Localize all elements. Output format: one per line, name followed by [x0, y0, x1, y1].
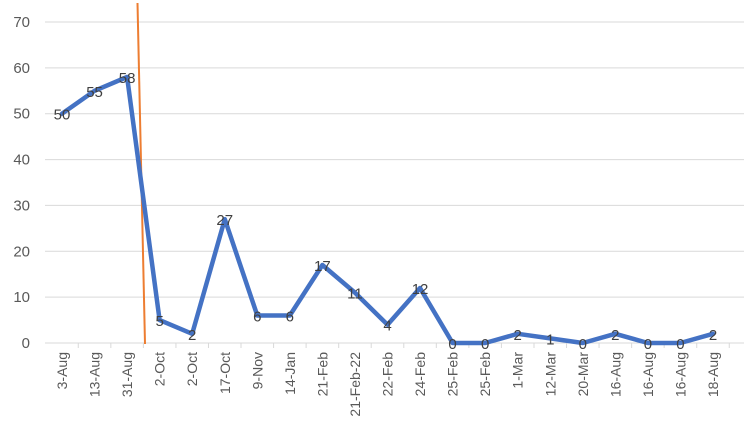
data-label: 55: [86, 84, 103, 101]
y-tick-label: 50: [13, 106, 30, 123]
y-tick-label: 10: [13, 289, 30, 306]
y-tick-label: 30: [13, 197, 30, 214]
y-axis-ticks: 0 10 20 30 40 50 60 70: [13, 14, 30, 352]
x-tick-label: 18-Aug: [705, 352, 721, 397]
x-tick-label: 9-Nov: [249, 352, 265, 389]
x-tick-label: 25-Feb: [477, 352, 493, 397]
data-label: 0: [481, 336, 489, 353]
gridlines: [45, 22, 744, 343]
data-label: 5: [155, 313, 163, 330]
x-tick-label: 21-Feb: [314, 352, 330, 397]
y-tick-label: 70: [13, 14, 30, 31]
data-labels: 50 55 58 5 2 27 6 6 17 11 4 12 0 0 2 1 0 2 0 0 2: [54, 70, 718, 353]
data-label: 12: [412, 281, 429, 298]
x-tick-label: 16-Aug: [640, 352, 656, 397]
x-tick-label: 13-Aug: [87, 352, 103, 397]
data-label: 2: [611, 327, 619, 344]
data-label: 17: [314, 258, 331, 275]
data-label: 27: [216, 212, 233, 229]
series-line: [62, 77, 713, 343]
data-label: 0: [448, 336, 456, 353]
x-tick-label: 16-Aug: [607, 352, 623, 397]
x-tick-label: 22-Feb: [380, 352, 396, 397]
x-tick-label: 31-Aug: [119, 352, 135, 397]
data-label: 50: [54, 107, 71, 124]
x-tick-label: 2-Oct: [152, 352, 168, 386]
x-tick-label: 12-Mar: [542, 352, 558, 397]
data-label: 2: [709, 327, 717, 344]
y-tick-label: 20: [13, 243, 30, 260]
data-label: 1: [546, 331, 554, 348]
data-label: 2: [188, 327, 196, 344]
data-label: 58: [119, 70, 136, 87]
y-tick-label: 0: [22, 335, 30, 352]
series-layer: [62, 77, 713, 343]
y-tick-label: 60: [13, 60, 30, 77]
x-tick-label: 2-Oct: [184, 352, 200, 386]
data-label: 2: [514, 327, 522, 344]
data-label: 0: [676, 336, 684, 353]
data-label: 0: [644, 336, 652, 353]
data-label: 4: [383, 318, 391, 335]
data-label: 6: [286, 308, 294, 325]
x-tick-label: 16-Aug: [672, 352, 688, 397]
data-label: 6: [253, 308, 261, 325]
x-tick-label: 14-Jan: [282, 352, 298, 395]
data-label: 11: [347, 286, 363, 303]
x-axis-ticks: 3-Aug 13-Aug 31-Aug 2-Oct 2-Oct 17-Oct 9-Nov 14…: [45, 343, 744, 417]
x-tick-label: 1-Mar: [510, 352, 526, 389]
y-tick-label: 40: [13, 152, 30, 169]
x-tick-label: 24-Feb: [412, 352, 428, 397]
x-tick-label: 25-Feb: [445, 352, 461, 397]
x-tick-label: 3-Aug: [54, 352, 70, 389]
data-label: 0: [579, 336, 587, 353]
x-tick-label: 17-Oct: [217, 352, 233, 394]
x-tick-label: 21-Feb-22: [347, 352, 363, 417]
x-tick-label: 20-Mar: [575, 352, 591, 397]
